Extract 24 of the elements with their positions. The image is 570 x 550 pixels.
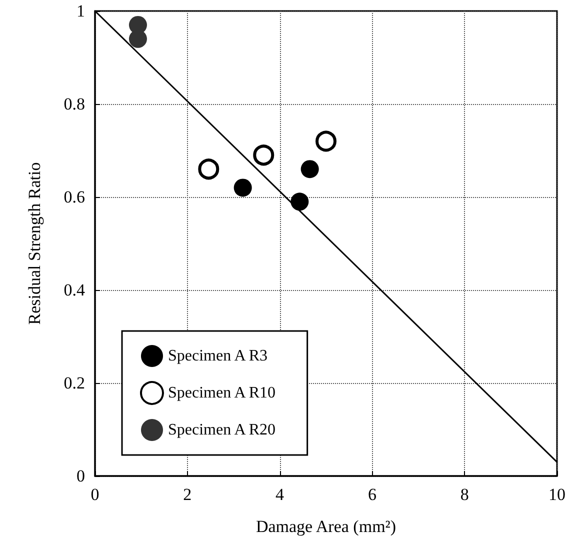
x-tick-label: 10 — [548, 485, 566, 504]
x-tick-label: 6 — [368, 485, 376, 504]
x-axis-title: Damage Area (mm²) — [256, 517, 396, 536]
point — [253, 144, 274, 166]
x-tick-label: 4 — [276, 485, 285, 504]
point — [128, 30, 147, 48]
point — [300, 160, 319, 178]
legend-label: Specimen A R10 — [168, 384, 276, 402]
y-tick-label: 0 — [76, 466, 85, 486]
legend-label: Specimen A R3 — [168, 348, 268, 364]
point — [290, 192, 309, 211]
y-tick-label: 0.4 — [64, 280, 86, 300]
point — [316, 130, 336, 152]
point — [234, 178, 252, 197]
x-tick-label: 0 — [90, 485, 100, 504]
y-tick-label: 0.8 — [64, 94, 85, 114]
y-tick-label: 0.2 — [64, 374, 85, 392]
y-tick-label: 1 — [76, 2, 85, 20]
legend-label: Specimen A R20 — [168, 422, 276, 438]
y-tick-label: 0.6 — [64, 188, 85, 206]
point — [198, 158, 220, 180]
y-axis-title: Residual Strength Ratio — [25, 162, 44, 325]
x-tick-label: 8 — [460, 485, 469, 504]
x-tick-label: 2 — [183, 485, 192, 504]
